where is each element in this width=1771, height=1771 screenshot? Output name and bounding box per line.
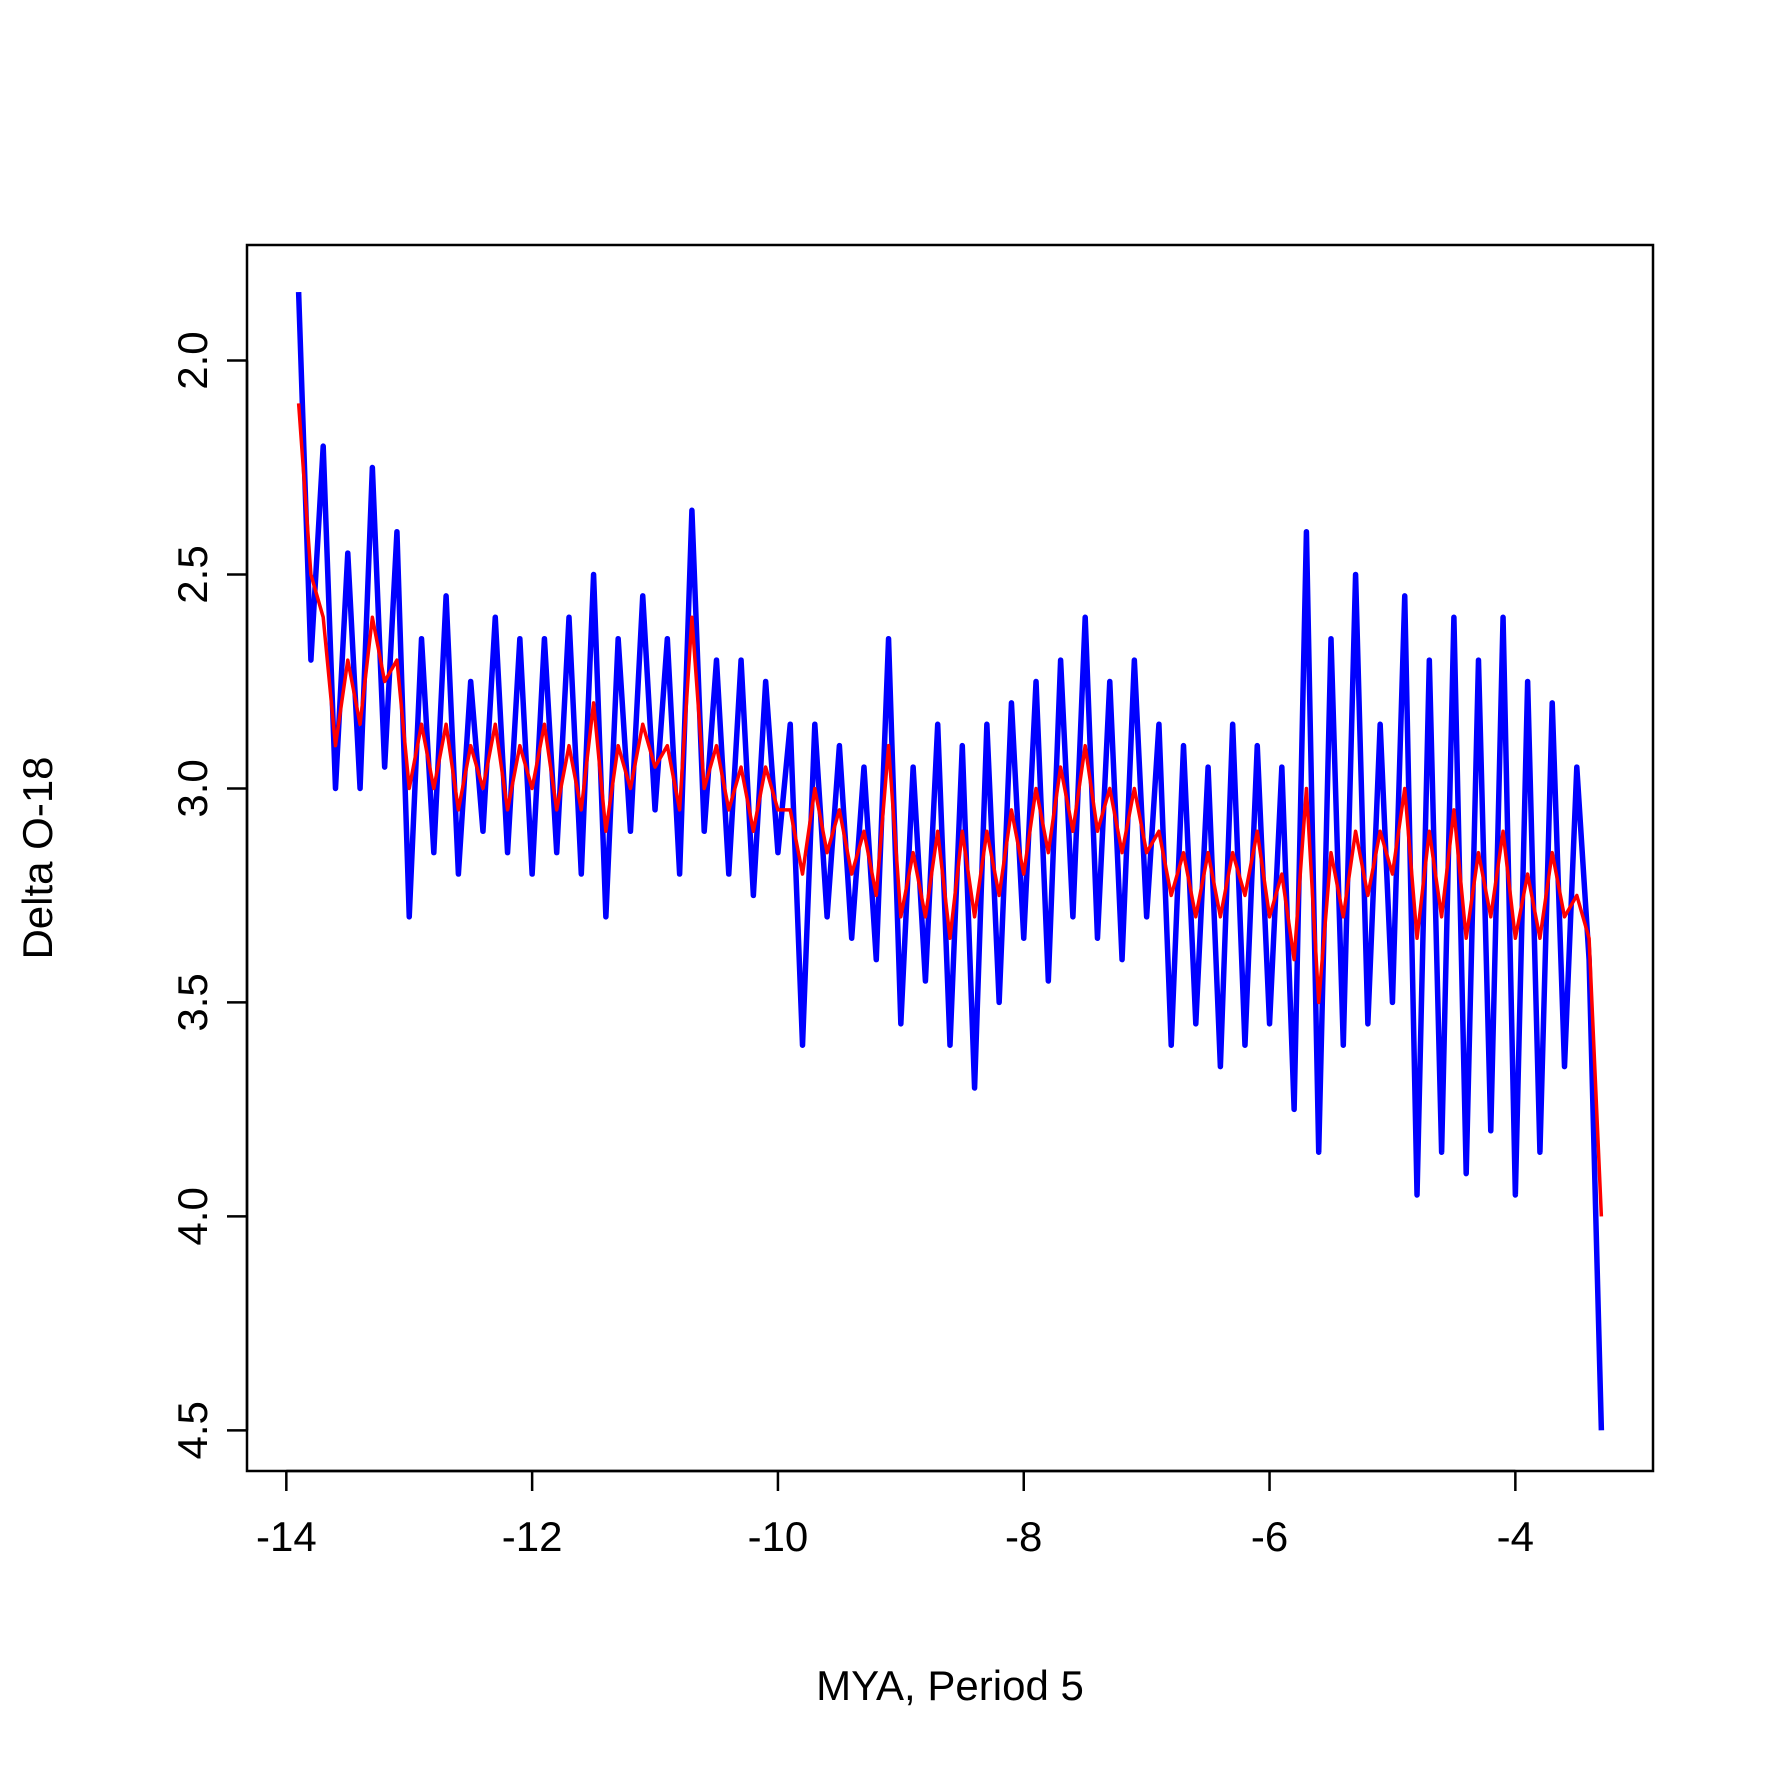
x-axis-label: MYA, Period 5 — [816, 1662, 1084, 1709]
x-tick-label: -10 — [748, 1513, 809, 1560]
x-tick-label: -6 — [1251, 1513, 1288, 1560]
y-tick-label: 4.0 — [169, 1187, 216, 1245]
x-tick-label: -8 — [1005, 1513, 1042, 1560]
y-tick-label: 3.0 — [169, 759, 216, 817]
y-tick-label: 2.0 — [169, 331, 216, 389]
data-line — [296, 403, 1604, 1217]
y-tick-label: 4.5 — [169, 1401, 216, 1459]
data-line — [295, 291, 1605, 1431]
y-tick-label: 3.5 — [169, 973, 216, 1031]
x-tick-label: -4 — [1497, 1513, 1534, 1560]
y-tick-label: 2.5 — [169, 545, 216, 603]
y-axis-label: Delta O-18 — [14, 756, 61, 959]
x-tick-label: -12 — [502, 1513, 563, 1560]
x-tick-label: -14 — [256, 1513, 317, 1560]
